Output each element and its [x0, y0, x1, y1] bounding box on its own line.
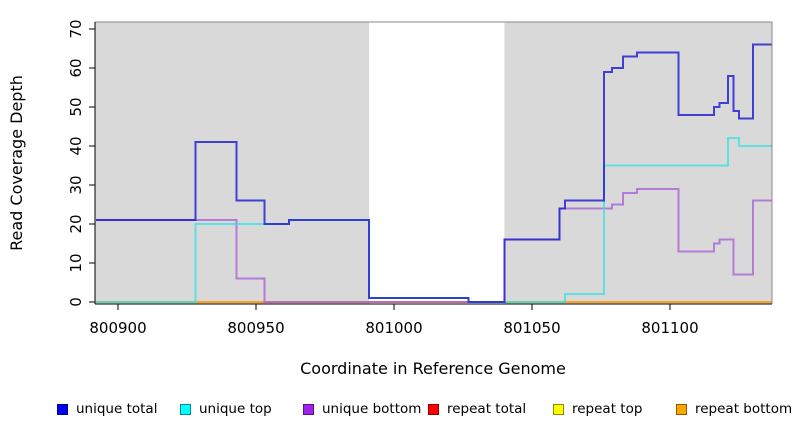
- x-tick-label: 801100: [641, 319, 698, 337]
- x-tick-label: 801050: [503, 319, 560, 337]
- series-line-unique-total: [95, 43, 773, 303]
- y-tick-label: 20: [67, 214, 85, 233]
- y-tick-label: 40: [67, 136, 85, 155]
- x-tick-label: 800900: [89, 319, 146, 337]
- y-axis-title: Read Coverage Depth: [7, 75, 26, 251]
- panel-border: [95, 21, 773, 304]
- y-tick-label: 30: [67, 175, 85, 194]
- x-tick-label: 801000: [365, 319, 422, 337]
- y-tick-label: 70: [67, 19, 85, 38]
- y-tick-label: 50: [67, 97, 85, 116]
- x-axis-title: Coordinate in Reference Genome: [300, 359, 566, 378]
- series-line-unique-bottom: [95, 187, 773, 303]
- y-tick-label: 60: [67, 58, 85, 77]
- masked-white-region: [369, 22, 505, 304]
- y-tick-label: 10: [67, 253, 85, 272]
- y-tick-label: 0: [67, 297, 85, 307]
- x-tick-label: 800950: [227, 319, 284, 337]
